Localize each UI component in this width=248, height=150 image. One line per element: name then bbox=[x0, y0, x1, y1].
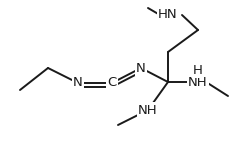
Text: HN: HN bbox=[158, 9, 178, 21]
Text: NH: NH bbox=[188, 75, 208, 88]
Text: C: C bbox=[107, 76, 117, 90]
Text: N: N bbox=[136, 61, 146, 75]
Text: N: N bbox=[73, 76, 83, 90]
Text: H: H bbox=[193, 63, 203, 76]
Text: NH: NH bbox=[138, 103, 158, 117]
